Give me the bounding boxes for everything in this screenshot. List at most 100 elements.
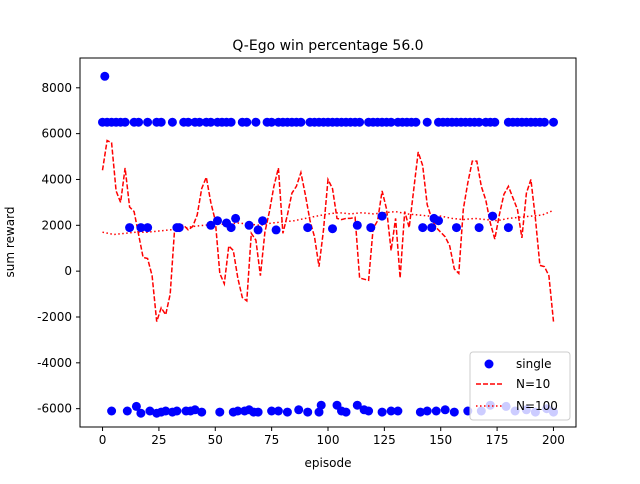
scatter-point [294,405,304,415]
scatter-point [143,223,153,233]
scatter-point [134,117,144,127]
scatter-point [273,406,283,416]
scatter-point [122,406,132,416]
scatter-point [215,407,225,417]
x-tick-label: 0 [99,433,107,447]
scatter-point [549,117,558,127]
legend: single N=10 N=100 [469,351,571,421]
legend-label-n100: N=100 [516,399,558,413]
scatter-point [422,406,432,416]
scatter-point [145,406,155,416]
scatter-point [267,406,277,416]
scatter-point [143,117,153,127]
scatter-point [352,220,362,230]
scatter-point [422,117,432,127]
y-tick-label: 8000 [41,81,72,95]
x-tick-label: 100 [317,433,340,447]
scatter-point [100,71,110,81]
scatter-point [125,223,135,233]
scatter-point [386,117,396,127]
scatter-point [206,220,216,230]
scatter-point [206,117,216,127]
scatter-point [377,407,387,417]
scatter-point [328,224,337,234]
y-tick-label: -4000 [37,356,72,370]
legend-marker-single [484,359,494,369]
scatter-point [233,406,243,416]
scatter-point [253,225,263,235]
scatter-point [352,400,362,410]
scatter-point [418,223,428,233]
x-tick-label: 75 [264,433,279,447]
scatter-point [282,407,292,417]
x-tick-label: 175 [486,433,509,447]
scatter-point [364,406,374,416]
scatter-point [172,406,182,416]
y-axis-label: sum reward [3,207,17,278]
scatter-point [490,117,500,127]
y-tick-label: -6000 [37,402,72,416]
scatter-point [440,405,450,415]
scatter-point [449,407,459,417]
scatter-point [174,223,184,233]
y-tick-label: 2000 [41,218,72,232]
scatter-point [303,223,313,233]
scatter-point [183,117,193,127]
scatter-point [231,213,241,223]
scatter-point [303,407,313,417]
scatter-point [341,407,351,417]
scatter-point [131,401,141,411]
scatter-point [415,407,425,417]
y-tick-label: -2000 [37,310,72,324]
scatter-point [411,117,421,127]
scatter-point [197,407,207,417]
y-tick-label: 0 [64,264,72,278]
scatter-point [226,117,236,127]
scatter-point [431,406,441,416]
scatter-point [366,223,376,233]
x-axis-label: episode [305,456,352,470]
scatter-point [167,117,177,127]
chart-title: Q-Ego win percentage 56.0 [232,38,423,54]
scatter-point [316,400,326,410]
scatter-point [213,216,222,226]
legend-label-single: single [516,357,552,371]
scatter-point [258,216,268,226]
scatter-point [156,117,166,127]
scatter-point [503,223,513,233]
scatter-point [107,406,117,416]
scatter-point [452,223,461,233]
scatter-point [355,117,365,127]
x-tick-label: 200 [542,433,565,447]
scatter-point [474,223,484,233]
y-tick-label: 4000 [41,172,72,186]
legend-label-n10: N=10 [516,377,550,391]
plot-frame [79,57,577,428]
scatter-point [226,223,236,233]
scatter-point [377,211,387,221]
scatter-point [434,216,443,226]
scatter-point [253,407,263,417]
x-tick-label: 150 [429,433,452,447]
scatter-point [427,223,437,233]
scatter-point [296,117,306,127]
scatter-point [271,225,281,235]
ticks-layer: 0 25 50 75 100 125 150 175 200 -6000 -4000 -2000 0 20… [37,81,565,447]
scatter-point [161,406,171,416]
y-tick-label: 6000 [41,127,72,141]
scatter-point [474,117,484,127]
series-line-n10 [101,139,555,322]
x-tick-label: 125 [373,433,396,447]
scatter-point [314,407,324,417]
scatter-point [136,223,146,233]
scatter-point [136,408,146,418]
scatter-point [195,117,204,127]
scatter-point [267,117,277,127]
scatter-point [251,117,261,127]
scatter-point [393,406,403,416]
scatter-point [120,117,130,127]
legend-box [469,351,571,421]
scatter-point [242,117,252,127]
